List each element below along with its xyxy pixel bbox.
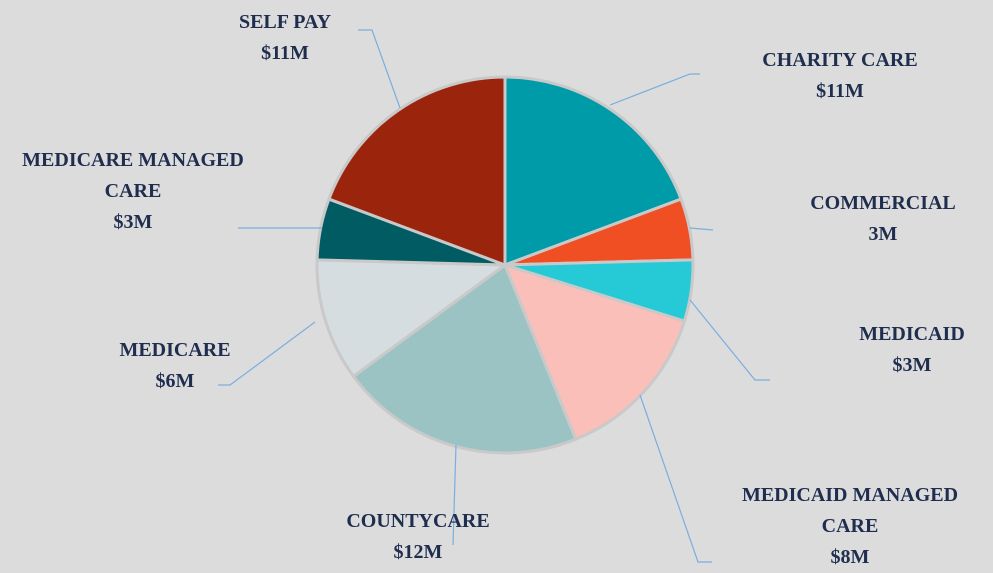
category-label: MEDICARE (119, 339, 231, 361)
category-label: SELF PAY (238, 11, 332, 33)
pie-slice (503, 263, 686, 441)
leader-line (218, 321, 316, 386)
leader-line (689, 227, 714, 231)
leader-line (639, 394, 712, 563)
category-label: MEDICAID MANAGED CARE (741, 484, 959, 537)
leader-line (689, 299, 770, 381)
value-label: $3M (892, 354, 932, 376)
leader-line (452, 444, 457, 546)
category-label: COMMERCIAL (810, 192, 956, 214)
slice-label: SELF PAY $11M (160, 7, 410, 69)
slice-label: CHARITY CARE $11M (715, 45, 965, 107)
pie-slice (352, 263, 578, 455)
leader-line (358, 29, 401, 109)
slice-label: COMMERCIAL 3M (758, 188, 993, 250)
slice-label: MEDICARE MANAGED CARE $3M (8, 145, 258, 238)
slice-label: MEDICAID MANAGED CARE $8M (725, 480, 975, 573)
slice-label: COUNTYCARE $12M (293, 506, 543, 568)
value-label: $8M (830, 546, 870, 568)
category-label: MEDICARE MANAGED CARE (22, 149, 244, 202)
value-label: 3M (868, 223, 898, 245)
value-label: $11M (261, 42, 309, 64)
leader-line (609, 73, 700, 106)
category-label: COUNTYCARE (346, 510, 490, 532)
pie-slice (503, 75, 683, 267)
slice-label: MEDICAID $3M (787, 319, 993, 381)
pie-slice (315, 258, 507, 378)
value-label: $3M (113, 211, 153, 233)
slice-label: MEDICARE $6M (50, 335, 300, 397)
value-label: $12M (393, 541, 443, 563)
value-label: $11M (816, 80, 864, 102)
value-label: $6M (155, 370, 195, 392)
pie-slice (327, 75, 507, 267)
category-label: MEDICAID (859, 323, 965, 345)
category-label: CHARITY CARE (762, 49, 918, 71)
